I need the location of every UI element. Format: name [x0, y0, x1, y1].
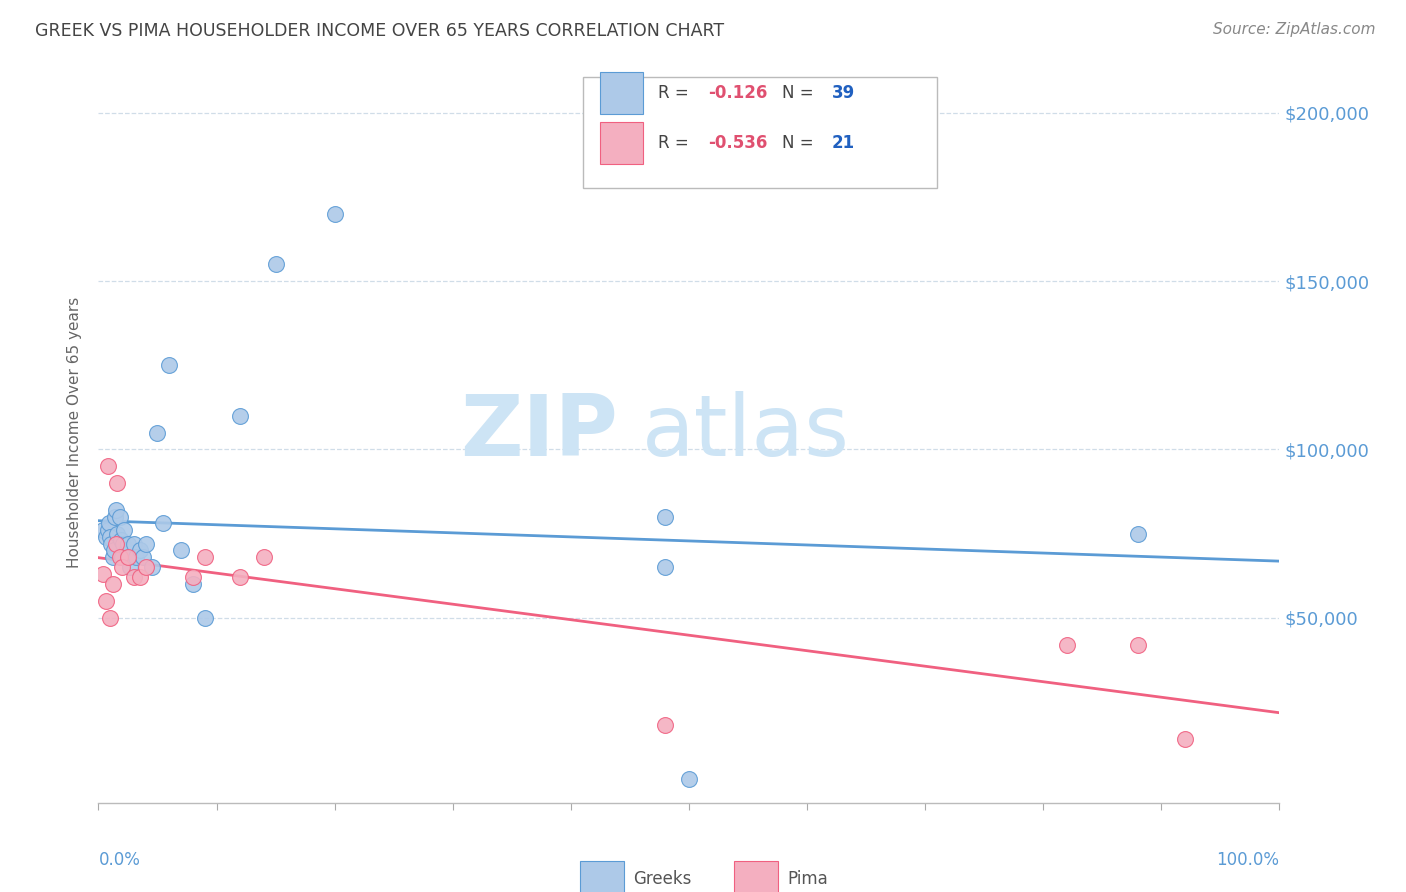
- Point: [98, 610, 121, 624]
- Text: GREEK VS PIMA HOUSEHOLDER INCOME OVER 65 YEARS CORRELATION CHART: GREEK VS PIMA HOUSEHOLDER INCOME OVER 65…: [35, 22, 724, 40]
- FancyBboxPatch shape: [582, 78, 936, 188]
- Point: [194, 610, 217, 624]
- Point: [91, 566, 114, 581]
- Point: [98, 516, 121, 531]
- Point: [120, 560, 142, 574]
- Text: 0.0%: 0.0%: [98, 851, 141, 869]
- Point: [117, 536, 139, 550]
- Point: [323, 207, 346, 221]
- Point: [104, 509, 127, 524]
- Point: [264, 257, 287, 271]
- Point: [101, 550, 124, 565]
- Point: [229, 409, 252, 423]
- Point: [94, 594, 117, 608]
- Point: [108, 509, 131, 524]
- Point: [678, 772, 700, 787]
- Point: [97, 523, 120, 537]
- Text: -0.126: -0.126: [707, 84, 768, 102]
- Text: Pima: Pima: [787, 870, 828, 888]
- Point: [1126, 526, 1149, 541]
- Point: [125, 550, 148, 565]
- Point: [157, 359, 180, 373]
- Text: R =: R =: [658, 84, 695, 102]
- Text: N =: N =: [782, 134, 820, 153]
- Text: R =: R =: [658, 134, 695, 153]
- Point: [122, 570, 145, 584]
- Point: [105, 476, 128, 491]
- Point: [108, 550, 131, 565]
- Text: Source: ZipAtlas.com: Source: ZipAtlas.com: [1212, 22, 1375, 37]
- Point: [105, 526, 128, 541]
- Point: [110, 533, 132, 548]
- Point: [91, 523, 114, 537]
- Point: [194, 550, 217, 565]
- Point: [654, 718, 676, 732]
- Point: [105, 536, 128, 550]
- Text: ZIP: ZIP: [460, 391, 619, 475]
- Point: [118, 550, 141, 565]
- Text: 39: 39: [832, 84, 855, 102]
- Text: atlas: atlas: [641, 391, 849, 475]
- Point: [100, 536, 122, 550]
- Point: [128, 543, 150, 558]
- Point: [181, 570, 204, 584]
- Point: [654, 560, 676, 574]
- Point: [181, 577, 204, 591]
- Point: [98, 530, 121, 544]
- Point: [122, 536, 145, 550]
- Point: [94, 530, 117, 544]
- Point: [253, 550, 276, 565]
- FancyBboxPatch shape: [581, 862, 624, 892]
- Point: [132, 550, 155, 565]
- Point: [135, 536, 157, 550]
- FancyBboxPatch shape: [734, 862, 778, 892]
- Point: [112, 536, 135, 550]
- Point: [111, 550, 134, 565]
- Point: [1174, 731, 1197, 746]
- Point: [146, 425, 169, 440]
- Point: [152, 516, 174, 531]
- Point: [141, 560, 163, 574]
- Text: N =: N =: [782, 84, 820, 102]
- Point: [654, 509, 676, 524]
- Point: [128, 570, 150, 584]
- Point: [1126, 638, 1149, 652]
- Point: [111, 560, 134, 574]
- Text: Greeks: Greeks: [634, 870, 692, 888]
- Text: -0.536: -0.536: [707, 134, 768, 153]
- Point: [101, 577, 124, 591]
- Point: [117, 550, 139, 565]
- Point: [135, 560, 157, 574]
- Point: [1056, 638, 1078, 652]
- Point: [103, 543, 125, 558]
- Point: [170, 543, 193, 558]
- Text: 100.0%: 100.0%: [1216, 851, 1279, 869]
- Point: [229, 570, 252, 584]
- Point: [112, 523, 135, 537]
- Text: 21: 21: [832, 134, 855, 153]
- Point: [105, 503, 128, 517]
- Point: [115, 543, 138, 558]
- FancyBboxPatch shape: [600, 72, 643, 113]
- Point: [97, 459, 120, 474]
- Y-axis label: Householder Income Over 65 years: Householder Income Over 65 years: [67, 297, 83, 568]
- FancyBboxPatch shape: [600, 122, 643, 164]
